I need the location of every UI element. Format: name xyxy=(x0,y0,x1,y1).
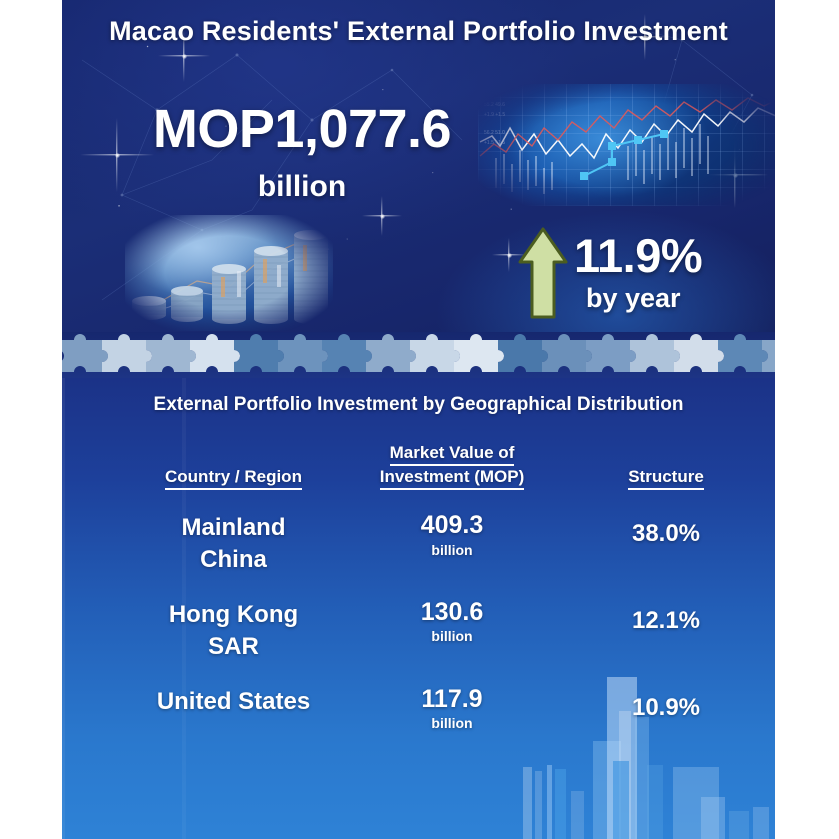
row-country-cell: United States xyxy=(62,686,347,718)
table-row: Hong Kong SAR 130.6 billion 12.1% xyxy=(62,597,775,664)
row-value-cell: 117.9 billion xyxy=(347,684,557,732)
row-structure-cell: 12.1% xyxy=(557,599,775,635)
column-header-value-line1: Market Value of xyxy=(389,442,515,466)
row-value-number: 117.9 xyxy=(421,684,483,713)
row-country-cell: Hong Kong SAR xyxy=(62,599,347,664)
headline-value: MOP1,077.6 xyxy=(152,99,452,159)
yoy-change-value: 11.9% xyxy=(574,229,703,282)
arrow-up-icon xyxy=(518,227,568,319)
row-country-cell: Mainland China xyxy=(62,512,347,577)
row-structure-value: 10.9% xyxy=(631,693,701,721)
coin-stacks-photo xyxy=(125,215,333,331)
svg-text:+1.9 +1.5: +1.9 +1.5 xyxy=(484,112,505,118)
column-header-value: Market Value of Investment (MOP) xyxy=(347,442,557,490)
row-value-cell: 409.3 billion xyxy=(347,511,557,558)
puzzle-divider xyxy=(62,332,775,378)
row-value-unit: billion xyxy=(431,715,473,732)
row-value-unit: billion xyxy=(431,541,473,558)
distribution-panel: External Portfolio Investment by Geograp… xyxy=(62,378,775,839)
table-row: United States 117.9 billion 10.9% xyxy=(62,684,775,732)
page-title: Macao Residents' External Portfolio Inve… xyxy=(109,16,728,46)
column-header-country: Country / Region xyxy=(62,466,347,490)
table-header-row: Country / Region Market Value of Investm… xyxy=(62,442,775,490)
yoy-change-period: by year xyxy=(586,283,681,313)
row-value-unit: billion xyxy=(431,628,473,645)
row-value-cell: 130.6 billion xyxy=(347,597,557,645)
row-country-line1: Hong Kong xyxy=(168,600,299,628)
infographic-content: 55.2 49.6 +1.9 +1.5 56.2 51.0 +1.5 +1.5 xyxy=(62,0,775,839)
distribution-table: Country / Region Market Value of Investm… xyxy=(62,442,775,732)
table-row: Mainland China 409.3 billion 38.0% xyxy=(62,511,775,577)
header-panel: 55.2 49.6 +1.9 +1.5 56.2 51.0 +1.5 +1.5 xyxy=(62,0,775,332)
section-title: External Portfolio Investment by Geograp… xyxy=(153,394,684,415)
column-header-value-line2: Investment (MOP) xyxy=(379,466,525,490)
row-structure-value: 12.1% xyxy=(631,606,701,634)
headline-unit: billion xyxy=(257,170,347,203)
svg-text:+1.5 +1.5: +1.5 +1.5 xyxy=(484,140,505,146)
column-header-country-label: Country / Region xyxy=(165,466,302,490)
row-country-line1: United States xyxy=(156,687,311,715)
column-header-structure: Structure xyxy=(557,466,775,490)
row-country-line1: Mainland xyxy=(181,514,286,541)
row-structure-cell: 10.9% xyxy=(557,686,775,722)
svg-text:55.2 49.6: 55.2 49.6 xyxy=(484,102,505,108)
svg-text:56.2 51.0: 56.2 51.0 xyxy=(484,130,505,136)
row-structure-value: 38.0% xyxy=(631,520,701,547)
row-structure-cell: 38.0% xyxy=(557,512,775,548)
row-country-line2: China xyxy=(200,546,267,574)
row-country-line2: SAR xyxy=(208,633,259,661)
stock-chart-photo: 55.2 49.6 +1.9 +1.5 56.2 51.0 +1.5 +1.5 xyxy=(478,84,775,206)
row-value-number: 409.3 xyxy=(420,511,484,539)
row-value-number: 130.6 xyxy=(420,597,484,626)
column-header-structure-label: Structure xyxy=(628,466,704,490)
